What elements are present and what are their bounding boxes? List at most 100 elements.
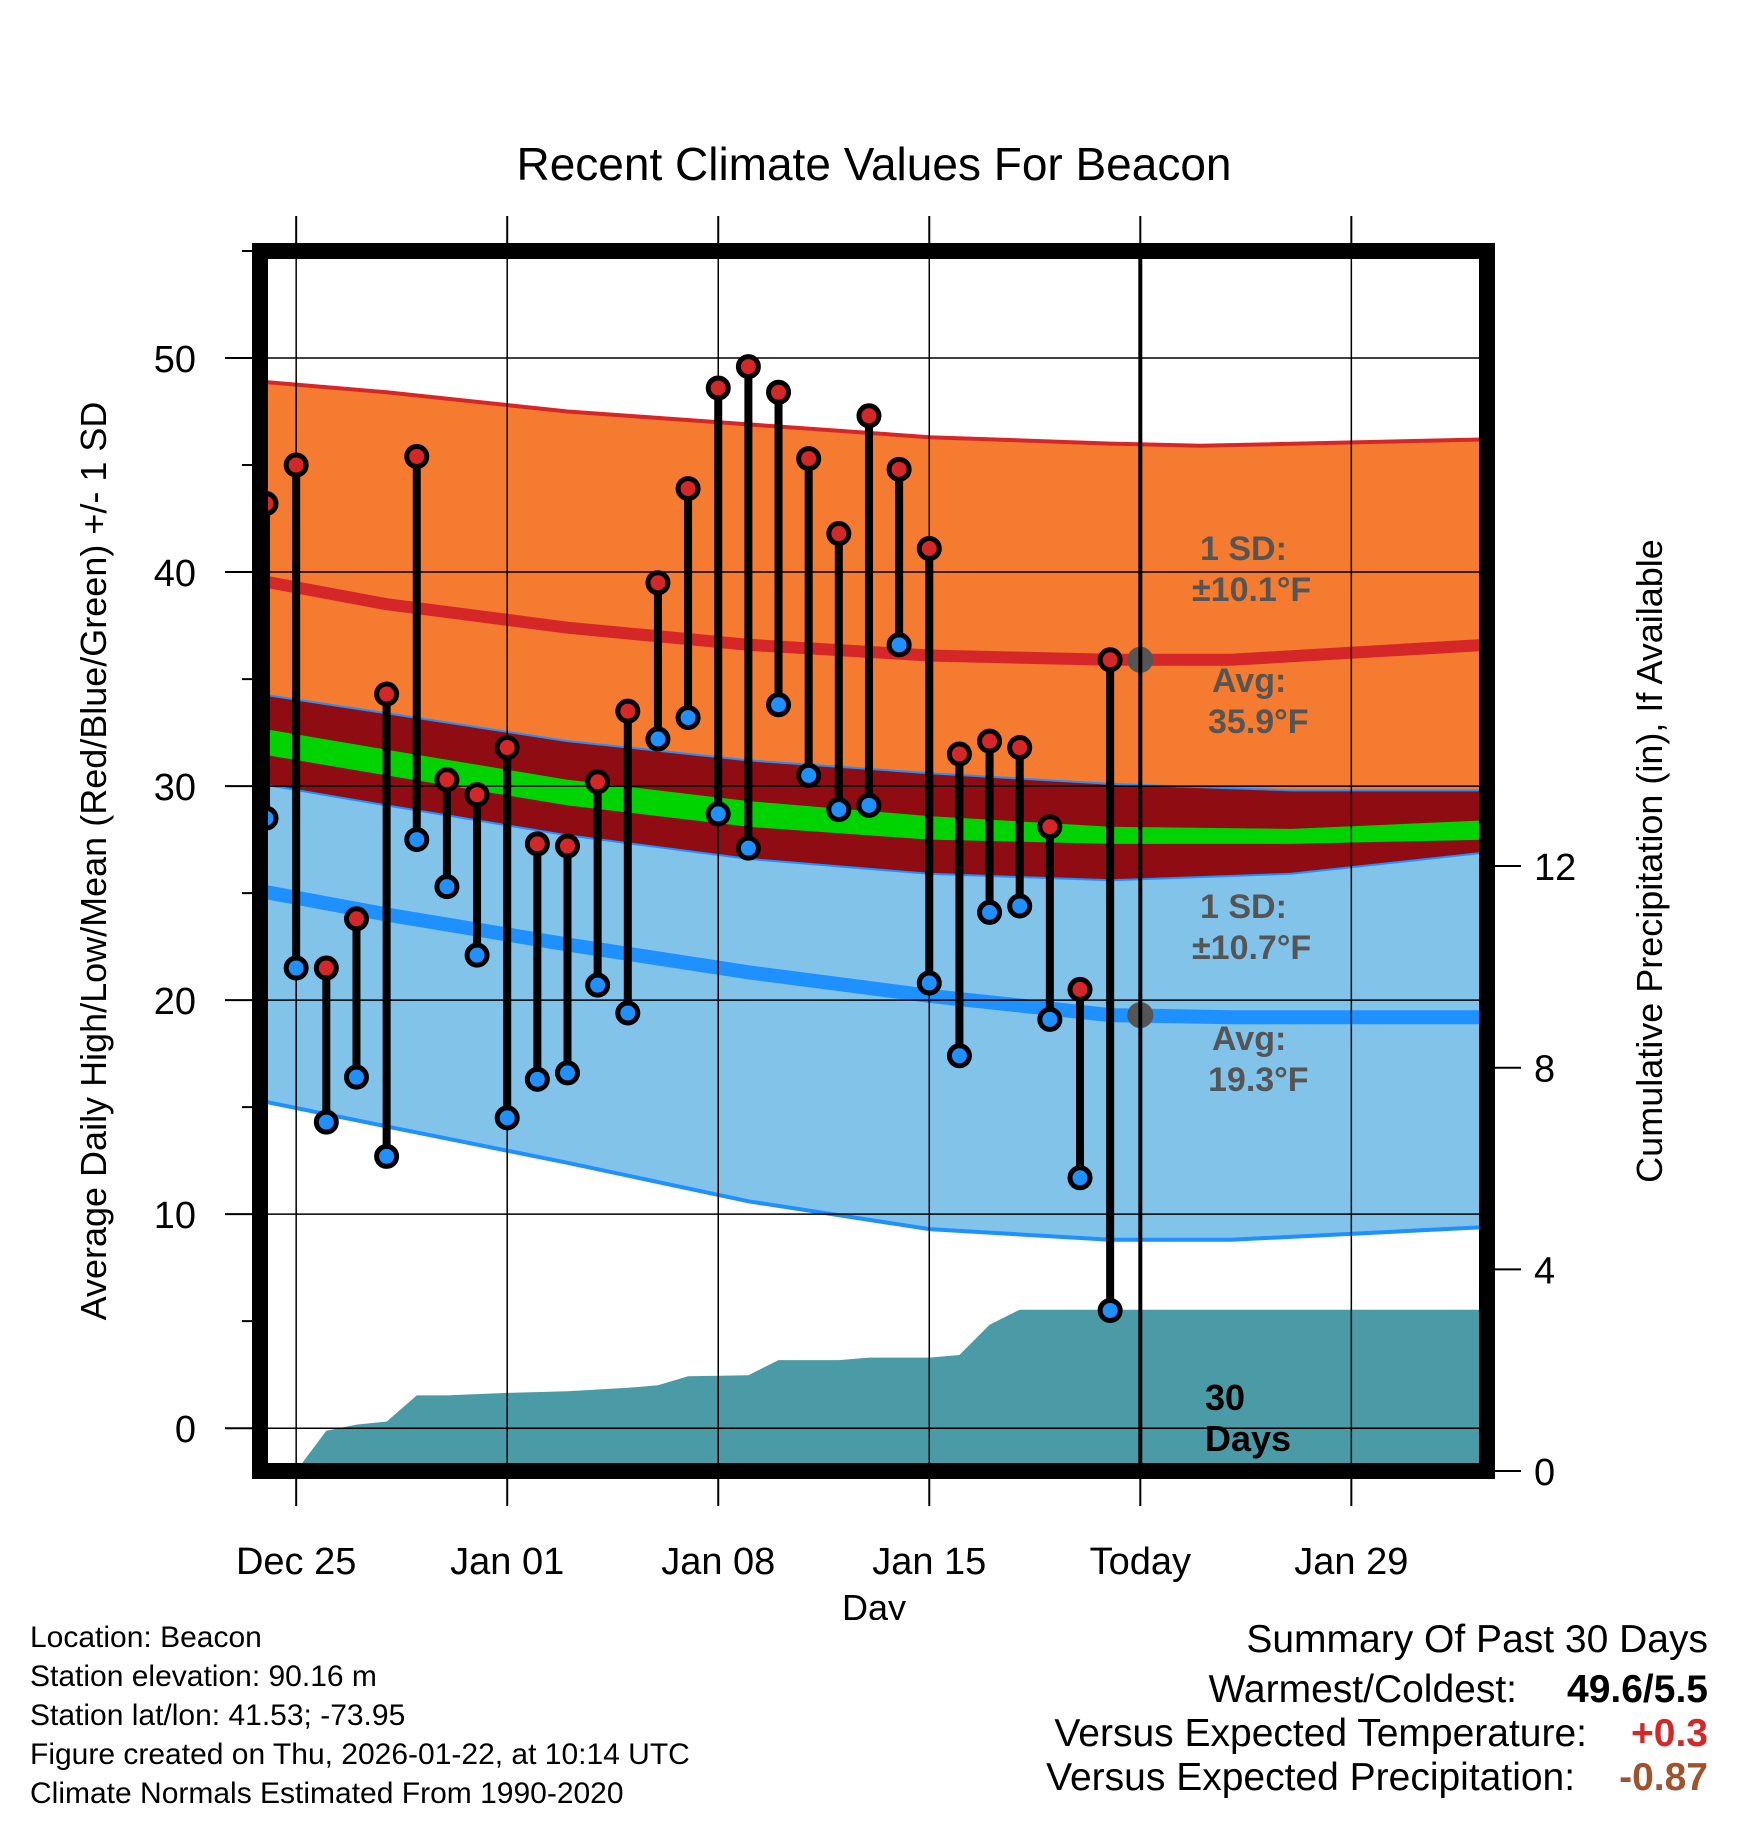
temp-diff-value: +0.3 [1631, 1712, 1708, 1755]
latlon-text: Station lat/lon: 41.53; -73.95 [30, 1699, 406, 1732]
low-normal-line [260, 884, 1487, 1025]
high-sd-band [260, 381, 1487, 791]
y2-axis-label: Cumulative Precipitation (in), If Availa… [1629, 539, 1670, 1183]
daily-low-marker [1007, 893, 1033, 919]
daily-high-marker [735, 354, 761, 380]
created-text: Figure created on Thu, 2026-01-22, at 10… [30, 1738, 690, 1771]
x-tick-label: Today [1090, 1541, 1191, 1583]
daily-low-marker [494, 1105, 520, 1131]
daily-low-marker [464, 942, 490, 968]
daily-low-marker [404, 827, 430, 853]
x-tick-label: Jan 29 [1294, 1541, 1408, 1583]
daily-high-marker [916, 536, 942, 562]
daily-low-marker [826, 797, 852, 823]
daily-high-marker [464, 782, 490, 808]
x-tick-label: Jan 08 [661, 1541, 775, 1583]
daily-high-marker [313, 955, 339, 981]
high-upper-line [260, 379, 1487, 448]
daily-high-marker [283, 452, 309, 478]
daily-high-marker [404, 443, 430, 469]
x-axis-label: Day [842, 1587, 906, 1620]
y-tick-label: 30 [154, 767, 196, 809]
daily-low-marker [1037, 1006, 1063, 1032]
daily-high-marker [1007, 735, 1033, 761]
daily-high-marker [374, 681, 400, 707]
daily-high-marker [826, 521, 852, 547]
daily-high-marker [585, 769, 611, 795]
warmest-value: 49.6/5.5 [1567, 1668, 1708, 1711]
precip-diff-value: -0.87 [1619, 1756, 1708, 1799]
daily-high-marker [856, 403, 882, 429]
high-avg-value: 35.9°F [1208, 703, 1309, 741]
daily-high-marker [226, 641, 246, 661]
y-tick-label: 40 [154, 553, 196, 595]
daily-low-marker [524, 1066, 550, 1092]
daily-low-marker [916, 970, 942, 996]
y-tick-label: 10 [154, 1195, 196, 1237]
daily-low-marker [977, 899, 1003, 925]
y-tick-label: 50 [154, 339, 196, 381]
x-tick-label: Dec 25 [236, 1541, 356, 1583]
daily-low-marker [1097, 1297, 1123, 1323]
daily-low-marker [946, 1043, 972, 1069]
high-sd-value: ±10.1°F [1192, 571, 1311, 609]
daily-low-marker [585, 972, 611, 998]
daily-high-marker [675, 476, 701, 502]
daily-high-marker [1097, 647, 1123, 673]
warmest-label: Warmest/Coldest: [1208, 1668, 1518, 1711]
daily-low-marker [645, 726, 671, 752]
plot-area [226, 251, 1487, 1471]
daily-low-marker [735, 835, 761, 861]
y2-tick-label: 4 [1534, 1250, 1555, 1292]
daily-low-marker [796, 762, 822, 788]
daily-high-marker [977, 728, 1003, 754]
high-sd-label: 1 SD: [1200, 530, 1287, 568]
normals-text: Climate Normals Estimated From 1990-2020 [30, 1777, 624, 1810]
summary-title: Summary Of Past 30 Days [1246, 1618, 1708, 1661]
chart-title: Recent Climate Values For Beacon [516, 138, 1231, 190]
location-text: Location: Beacon [30, 1621, 262, 1654]
daily-high-marker [494, 735, 520, 761]
days-word: Days [1205, 1418, 1291, 1459]
y-axis-label: Average Daily High/Low/Mean (Red/Blue/Gr… [73, 402, 114, 1321]
y-tick-label: 20 [154, 981, 196, 1023]
daily-high-marker [766, 379, 792, 405]
daily-high-marker [1037, 814, 1063, 840]
daily-low-marker [766, 692, 792, 718]
temp-diff-label: Versus Expected Temperature: [1054, 1712, 1587, 1755]
station-info: Location: Beacon Station elevation: 90.1… [30, 1618, 690, 1813]
summary-panel: Summary Of Past 30 Days Warmest/Coldest:… [808, 1618, 1708, 1800]
daily-low-marker [1067, 1165, 1093, 1191]
low-avg-value: 19.3°F [1208, 1061, 1309, 1099]
daily-high-marker [946, 741, 972, 767]
daily-high-marker [1067, 976, 1093, 1002]
days-count: 30 [1205, 1377, 1245, 1418]
climate-chart: Recent Climate Values For Beacon Dec 25 J… [73, 138, 1670, 1620]
daily-high-marker [705, 375, 731, 401]
precip-area [260, 1309, 1487, 1471]
y2-tick-label: 8 [1534, 1049, 1555, 1091]
daily-low-marker [374, 1143, 400, 1169]
x-tick-label: Jan 15 [872, 1541, 986, 1583]
daily-low-marker [226, 755, 246, 775]
daily-high-marker [524, 831, 550, 857]
daily-high-marker [343, 906, 369, 932]
daily-low-marker [555, 1060, 581, 1086]
daily-low-marker [886, 632, 912, 658]
elevation-text: Station elevation: 90.16 m [30, 1660, 377, 1693]
low-sd-label: 1 SD: [1200, 888, 1287, 926]
x-tick-label: Jan 01 [450, 1541, 564, 1583]
low-lower-line [260, 1098, 1487, 1242]
daily-low-marker [705, 801, 731, 827]
daily-high-marker [886, 456, 912, 482]
daily-low-marker [615, 1000, 641, 1026]
daily-low-marker [675, 705, 701, 731]
daily-low-marker [434, 874, 460, 900]
y-tick-label: 0 [175, 1409, 196, 1451]
daily-high-marker [645, 570, 671, 596]
daily-low-marker [313, 1109, 339, 1135]
daily-low-marker [856, 792, 882, 818]
daily-high-marker [555, 833, 581, 859]
y2-tick-label: 12 [1534, 847, 1576, 889]
daily-high-marker [615, 698, 641, 724]
